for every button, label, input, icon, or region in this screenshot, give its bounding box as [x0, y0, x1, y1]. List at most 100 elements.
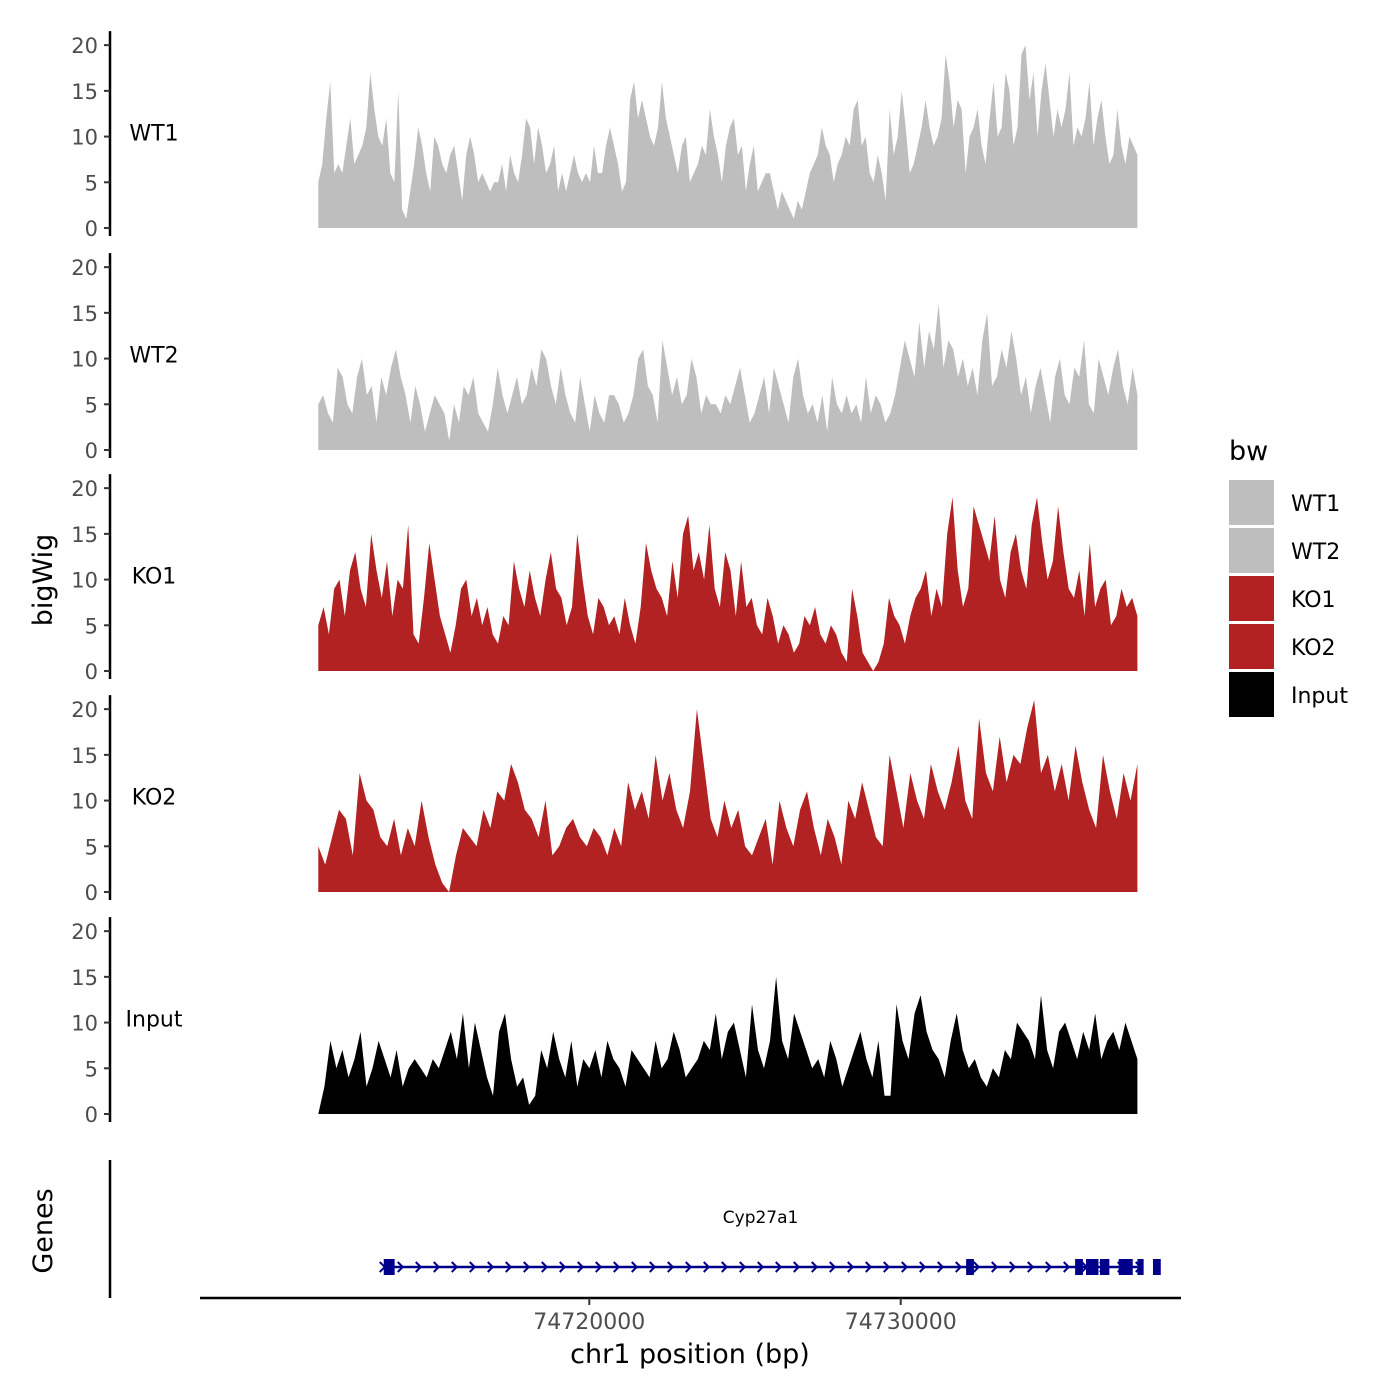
- panel-input: 0 5 10 15 20 Input: [71, 917, 1138, 1127]
- series-label-wt1: WT1: [129, 122, 178, 147]
- area-ko2: [318, 700, 1138, 892]
- y-tick-label: 20: [71, 920, 98, 944]
- y-tick-label: 0: [85, 217, 98, 241]
- panel-wt1: 0 5 10 15 20 WT1: [71, 31, 1138, 241]
- strand-arrow: [487, 1261, 495, 1273]
- strand-arrow: [397, 1261, 405, 1273]
- y-tick-label: 15: [71, 966, 98, 990]
- legend-title: bw: [1229, 436, 1268, 467]
- y-tick-label: 5: [85, 835, 98, 859]
- y-tick-label: 15: [71, 744, 98, 768]
- exon: [966, 1259, 974, 1275]
- y-tick-label: 10: [71, 790, 98, 814]
- strand-arrow: [541, 1261, 549, 1273]
- exon: [1118, 1259, 1133, 1275]
- area-wt1: [318, 45, 1138, 228]
- strand-arrow: [883, 1261, 891, 1273]
- strand-arrow: [667, 1261, 675, 1273]
- exon: [1152, 1259, 1161, 1275]
- strand-arrow: [721, 1261, 729, 1273]
- exon: [1086, 1259, 1099, 1275]
- y-tick-label: 5: [85, 1057, 98, 1081]
- series-label-input: Input: [126, 1008, 183, 1033]
- strand-arrow: [559, 1261, 567, 1273]
- y-tick-label: 15: [71, 302, 98, 326]
- series-label-wt2: WT2: [129, 344, 178, 369]
- strand-arrow: [847, 1261, 855, 1273]
- y-tick-label: 10: [71, 348, 98, 372]
- legend-swatch-ko1: [1229, 576, 1274, 621]
- strand-arrow: [595, 1261, 603, 1273]
- bigwig-panels: 0 5 10 15 20 WT1 0 5 10 15 20 WT2 0 5 10 15 20 KO1 0 5 10 15 2…: [71, 31, 1138, 1127]
- legend-label-ko2: KO2: [1291, 636, 1336, 661]
- strand-arrow: [919, 1261, 927, 1273]
- strand-arrow: [955, 1261, 963, 1273]
- exon: [383, 1259, 395, 1275]
- strand-arrow: [757, 1261, 765, 1273]
- strand-arrow: [433, 1261, 441, 1273]
- gene-name-label: Cyp27a1: [723, 1208, 799, 1228]
- strand-arrow: [613, 1261, 621, 1273]
- y-tick-label: 0: [85, 1103, 98, 1127]
- legend-label-ko1: KO1: [1291, 588, 1336, 613]
- y-tick-label: 0: [85, 660, 98, 684]
- y-tick-label: 0: [85, 881, 98, 905]
- y-tick-label: 10: [71, 126, 98, 150]
- y-axis-title: bigWig: [28, 534, 59, 627]
- strand-arrow: [901, 1261, 909, 1273]
- legend-label-wt2: WT2: [1291, 540, 1340, 565]
- legend-label-input: Input: [1291, 684, 1348, 709]
- legend-swatch-wt1: [1229, 480, 1274, 525]
- y-tick-label: 15: [71, 523, 98, 547]
- strand-arrow: [1009, 1261, 1017, 1273]
- y-tick-label: 20: [71, 698, 98, 722]
- y-tick-label: 20: [71, 34, 98, 58]
- strand-arrow: [577, 1261, 585, 1273]
- exon: [1075, 1259, 1083, 1275]
- y-tick-label: 15: [71, 80, 98, 104]
- y-tick-label: 20: [71, 477, 98, 501]
- legend-label-wt1: WT1: [1291, 492, 1340, 517]
- strand-arrow: [631, 1261, 639, 1273]
- strand-arrow: [1027, 1261, 1035, 1273]
- y-tick-label: 20: [71, 256, 98, 280]
- strand-arrow: [415, 1261, 423, 1273]
- strand-arrow: [649, 1261, 657, 1273]
- x-tick-label: 74730000: [845, 1310, 957, 1335]
- strand-arrow: [703, 1261, 711, 1273]
- y-tick-label: 10: [71, 1012, 98, 1036]
- strand-arrow: [1045, 1261, 1053, 1273]
- y-tick-label: 10: [71, 569, 98, 593]
- legend-swatch-wt2: [1229, 528, 1274, 573]
- strand-arrow: [739, 1261, 747, 1273]
- area-input: [318, 976, 1138, 1114]
- y-tick-label: 5: [85, 171, 98, 195]
- panel-wt2: 0 5 10 15 20 WT2: [71, 253, 1138, 463]
- strand-arrow: [469, 1261, 477, 1273]
- legend-swatch-ko2: [1229, 624, 1274, 669]
- panel-ko2: 0 5 10 15 20 KO2: [71, 695, 1138, 905]
- legend: bw WT1 WT2 KO1 KO2 Input: [1229, 436, 1348, 717]
- x-axis-title: chr1 position (bp): [570, 1339, 810, 1370]
- strand-arrow: [523, 1261, 531, 1273]
- area-wt2: [318, 303, 1138, 450]
- strand-arrow: [505, 1261, 513, 1273]
- strand-arrow: [829, 1261, 837, 1273]
- genes-track-title: Genes: [28, 1188, 59, 1273]
- y-tick-label: 0: [85, 439, 98, 463]
- strand-arrow: [775, 1261, 783, 1273]
- x-tick-label: 74720000: [533, 1310, 645, 1335]
- gene-track: Cyp27a1: [108, 1160, 1161, 1298]
- exon: [1137, 1259, 1144, 1275]
- panel-ko1: 0 5 10 15 20 KO1: [71, 474, 1138, 684]
- y-tick-label: 5: [85, 614, 98, 638]
- strand-arrow: [685, 1261, 693, 1273]
- legend-swatch-input: [1229, 672, 1274, 717]
- y-tick-label: 5: [85, 393, 98, 417]
- strand-arrow: [1063, 1261, 1071, 1273]
- series-label-ko1: KO1: [132, 565, 177, 590]
- area-ko1: [318, 497, 1138, 671]
- exon: [1100, 1259, 1110, 1275]
- strand-arrow: [991, 1261, 999, 1273]
- strand-arrow: [451, 1261, 459, 1273]
